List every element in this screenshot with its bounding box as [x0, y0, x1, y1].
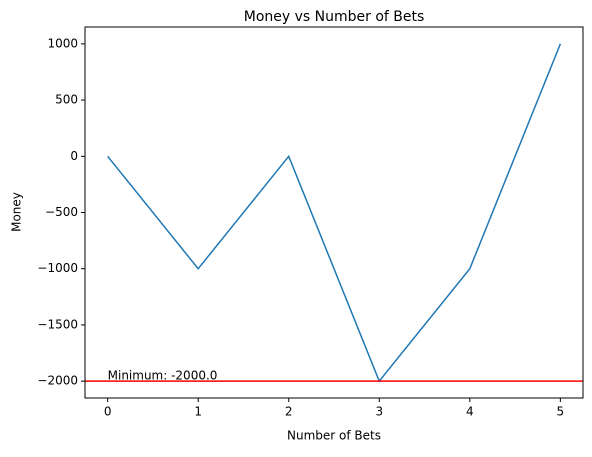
y-tick-label: 1000	[47, 36, 78, 50]
y-tick-label: −2000	[37, 374, 78, 388]
x-tick-label: 1	[194, 405, 202, 419]
y-tick-label: 0	[70, 149, 78, 163]
chart-title: Money vs Number of Bets	[244, 9, 425, 25]
y-tick-label: 500	[55, 93, 78, 107]
x-tick-label: 5	[557, 405, 565, 419]
x-tick-label: 2	[285, 405, 293, 419]
annotation: Minimum: -2000.0	[108, 369, 218, 383]
x-tick-label: 0	[104, 405, 112, 419]
x-tick-label: 4	[466, 405, 474, 419]
y-tick-label: −500	[45, 205, 78, 219]
plot-frame	[84, 26, 584, 399]
y-tick-label: −1500	[37, 317, 78, 331]
x-axis-label: Number of Bets	[287, 429, 381, 443]
line	[107, 43, 562, 383]
y-axis-label: Money	[10, 192, 24, 232]
y-tick-label: −1000	[37, 261, 78, 275]
x-tick-label: 3	[375, 405, 383, 419]
